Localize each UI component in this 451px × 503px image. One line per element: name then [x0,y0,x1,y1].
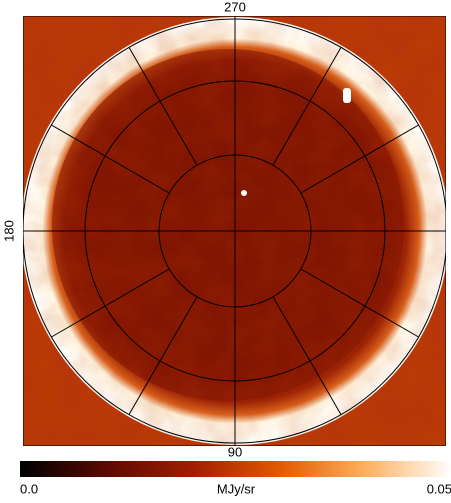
left-label: 180 [1,220,16,242]
top-label: 270 [224,0,246,14]
colorbar-tick-label: 0.0 [20,481,38,496]
bottom-label: 90 [228,444,242,459]
grid-spoke [51,268,170,338]
coordinate-grid [23,16,446,446]
colorbar-label: MJy/sr [217,481,256,496]
grid-spoke [272,47,342,166]
grid-spoke [300,124,419,194]
grid-spoke [51,124,170,194]
grid-spoke [300,268,419,338]
grid-spoke [128,47,198,166]
colorbar [20,461,451,477]
grid-spoke [272,296,342,415]
colorbar-tick-label: 0.05 [427,481,451,496]
sky-map [23,16,446,446]
point-source [343,88,351,103]
point-source [241,190,247,196]
grid-spoke [128,296,198,415]
